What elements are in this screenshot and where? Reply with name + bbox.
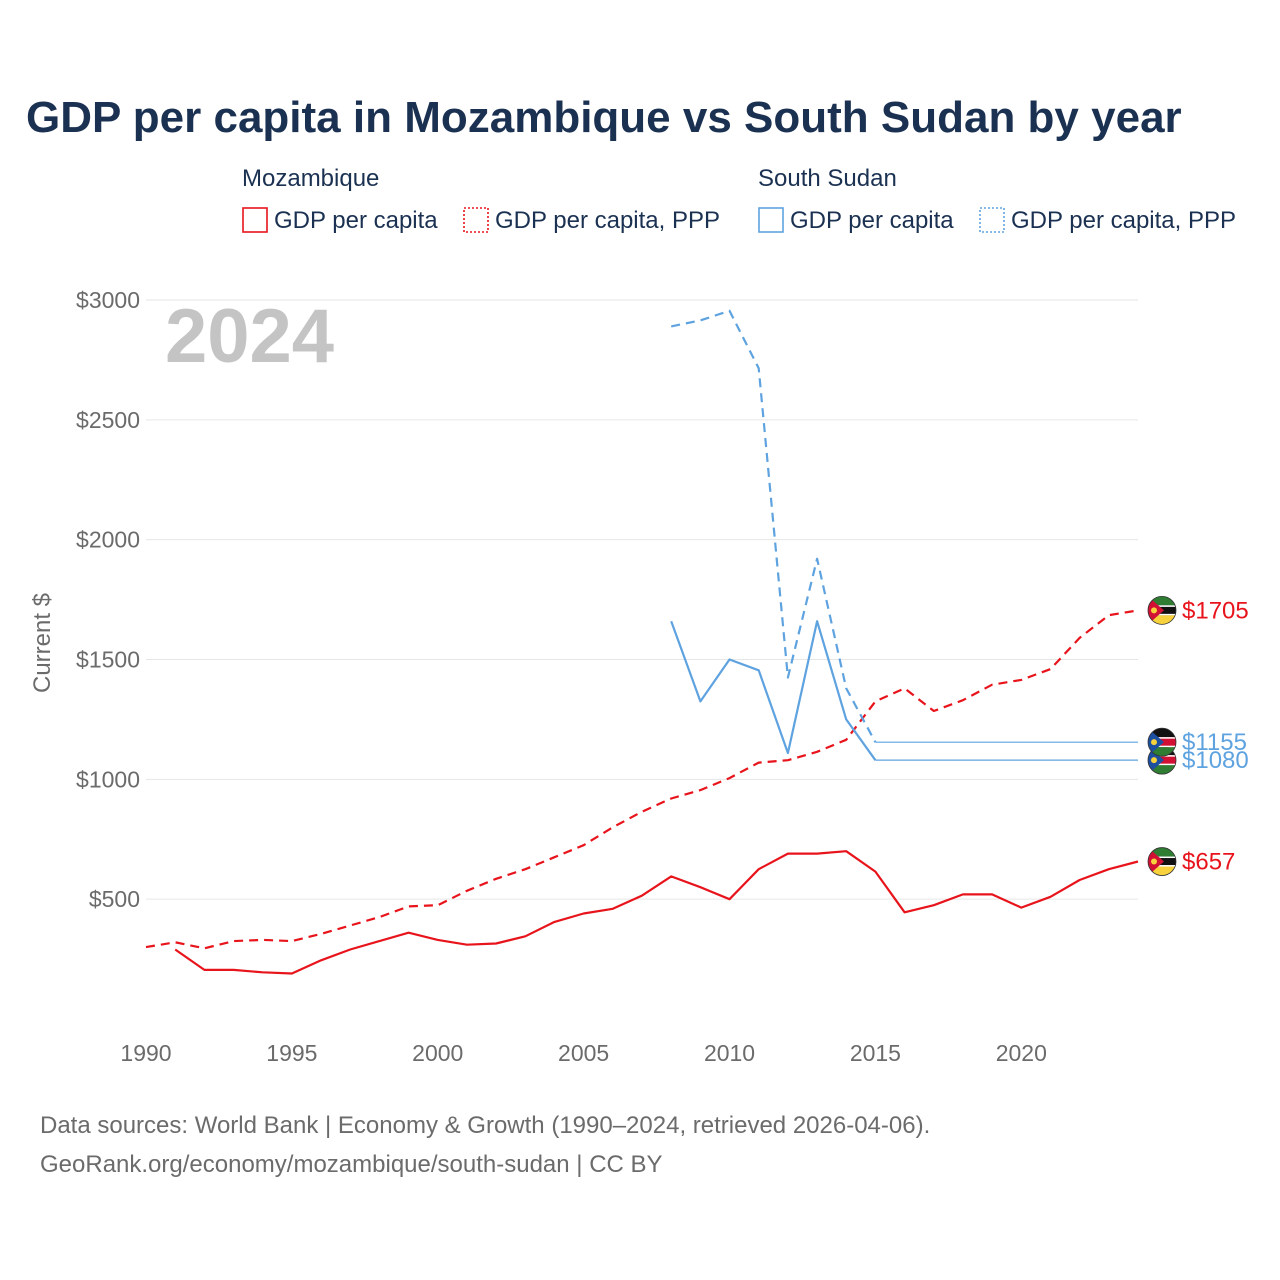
flag-stripe bbox=[1148, 613, 1176, 616]
x-tick-label: 2010 bbox=[704, 1040, 755, 1066]
legend-label: GDP per capita, PPP bbox=[495, 207, 720, 234]
flag-stripe bbox=[1148, 605, 1176, 607]
y-tick-label: $3000 bbox=[76, 287, 140, 313]
legend-swatch bbox=[979, 207, 1005, 233]
flag-stripe bbox=[1148, 865, 1176, 867]
flag-outline bbox=[1147, 727, 1177, 757]
y-tick-label: $2500 bbox=[76, 407, 140, 433]
flag-stripe bbox=[1148, 615, 1176, 625]
end-value-label: $1155 bbox=[1182, 729, 1247, 756]
end-value-label: $657 bbox=[1182, 849, 1235, 876]
x-tick-label: 2015 bbox=[850, 1040, 901, 1066]
flag-stripe bbox=[1148, 737, 1176, 739]
legend-swatch bbox=[758, 207, 784, 233]
flag-star bbox=[1151, 757, 1157, 764]
end-value-label: $1080 bbox=[1182, 747, 1249, 774]
flag-stripe bbox=[1148, 596, 1176, 606]
series-line bbox=[670, 620, 877, 761]
flag-outline bbox=[1147, 847, 1177, 876]
y-axis: $500 $1000 $1500 $2000 $2500 $3000 bbox=[76, 287, 140, 912]
mozambique-flag-icon bbox=[1148, 596, 1176, 625]
flag-stripe bbox=[1148, 856, 1176, 859]
flag-star bbox=[1151, 858, 1157, 865]
flag-stripe bbox=[1148, 763, 1176, 766]
series-line bbox=[670, 309, 877, 743]
legend-label: GDP per capita bbox=[274, 207, 438, 234]
x-tick-label: 2020 bbox=[996, 1040, 1047, 1066]
flag-stripe bbox=[1148, 745, 1176, 748]
x-tick-label: 1990 bbox=[120, 1040, 171, 1066]
legend-group-title: Mozambique bbox=[242, 165, 379, 192]
flag-stripe bbox=[1148, 728, 1176, 738]
y-tick-label: $2000 bbox=[76, 527, 140, 553]
series-line bbox=[145, 609, 1139, 950]
legend: Mozambique GDP per capita GDP per capita, … bbox=[242, 165, 1236, 234]
mozambique-flag-icon bbox=[1148, 847, 1176, 876]
flag-stripe bbox=[1148, 765, 1176, 775]
source-line-1: Data sources: World Bank | Economy & Gro… bbox=[40, 1112, 930, 1139]
x-tick-label: 2000 bbox=[412, 1040, 463, 1066]
end-value-label: $1705 bbox=[1182, 597, 1249, 624]
end-connectors bbox=[875, 741, 1138, 761]
chart-title: GDP per capita in Mozambique vs South Su… bbox=[26, 93, 1182, 142]
y-tick-label: $1500 bbox=[76, 647, 140, 673]
flag-outline bbox=[1147, 595, 1177, 625]
flag-star bbox=[1151, 739, 1157, 746]
south-sudan-flag-icon bbox=[1148, 728, 1176, 757]
legend-swatch bbox=[463, 207, 489, 233]
series-line bbox=[174, 850, 1139, 975]
year-watermark: 2024 bbox=[165, 294, 334, 379]
legend-label: GDP per capita bbox=[790, 207, 954, 234]
flag-stripe bbox=[1148, 847, 1176, 857]
grid bbox=[146, 299, 1138, 900]
y-tick-label: $500 bbox=[89, 886, 140, 912]
x-tick-label: 1995 bbox=[266, 1040, 317, 1066]
source-line-2: GeoRank.org/economy/mozambique/south-sud… bbox=[40, 1151, 663, 1178]
end-labels: $657 $1705 $1080$1155 bbox=[1147, 595, 1249, 876]
x-axis: 1990 1995 2000 2005 2010 2015 2020 bbox=[120, 1040, 1046, 1066]
flag-stripe bbox=[1148, 747, 1176, 757]
legend-group-title: South Sudan bbox=[758, 165, 897, 192]
y-tick-label: $1000 bbox=[76, 766, 140, 792]
x-tick-label: 2005 bbox=[558, 1040, 609, 1066]
flag-star bbox=[1151, 607, 1157, 614]
legend-label: GDP per capita, PPP bbox=[1011, 207, 1236, 234]
legend-swatch bbox=[242, 207, 268, 233]
series-layer bbox=[145, 309, 1139, 975]
y-axis-label: Current $ bbox=[29, 593, 56, 693]
flag-stripe bbox=[1148, 866, 1176, 876]
